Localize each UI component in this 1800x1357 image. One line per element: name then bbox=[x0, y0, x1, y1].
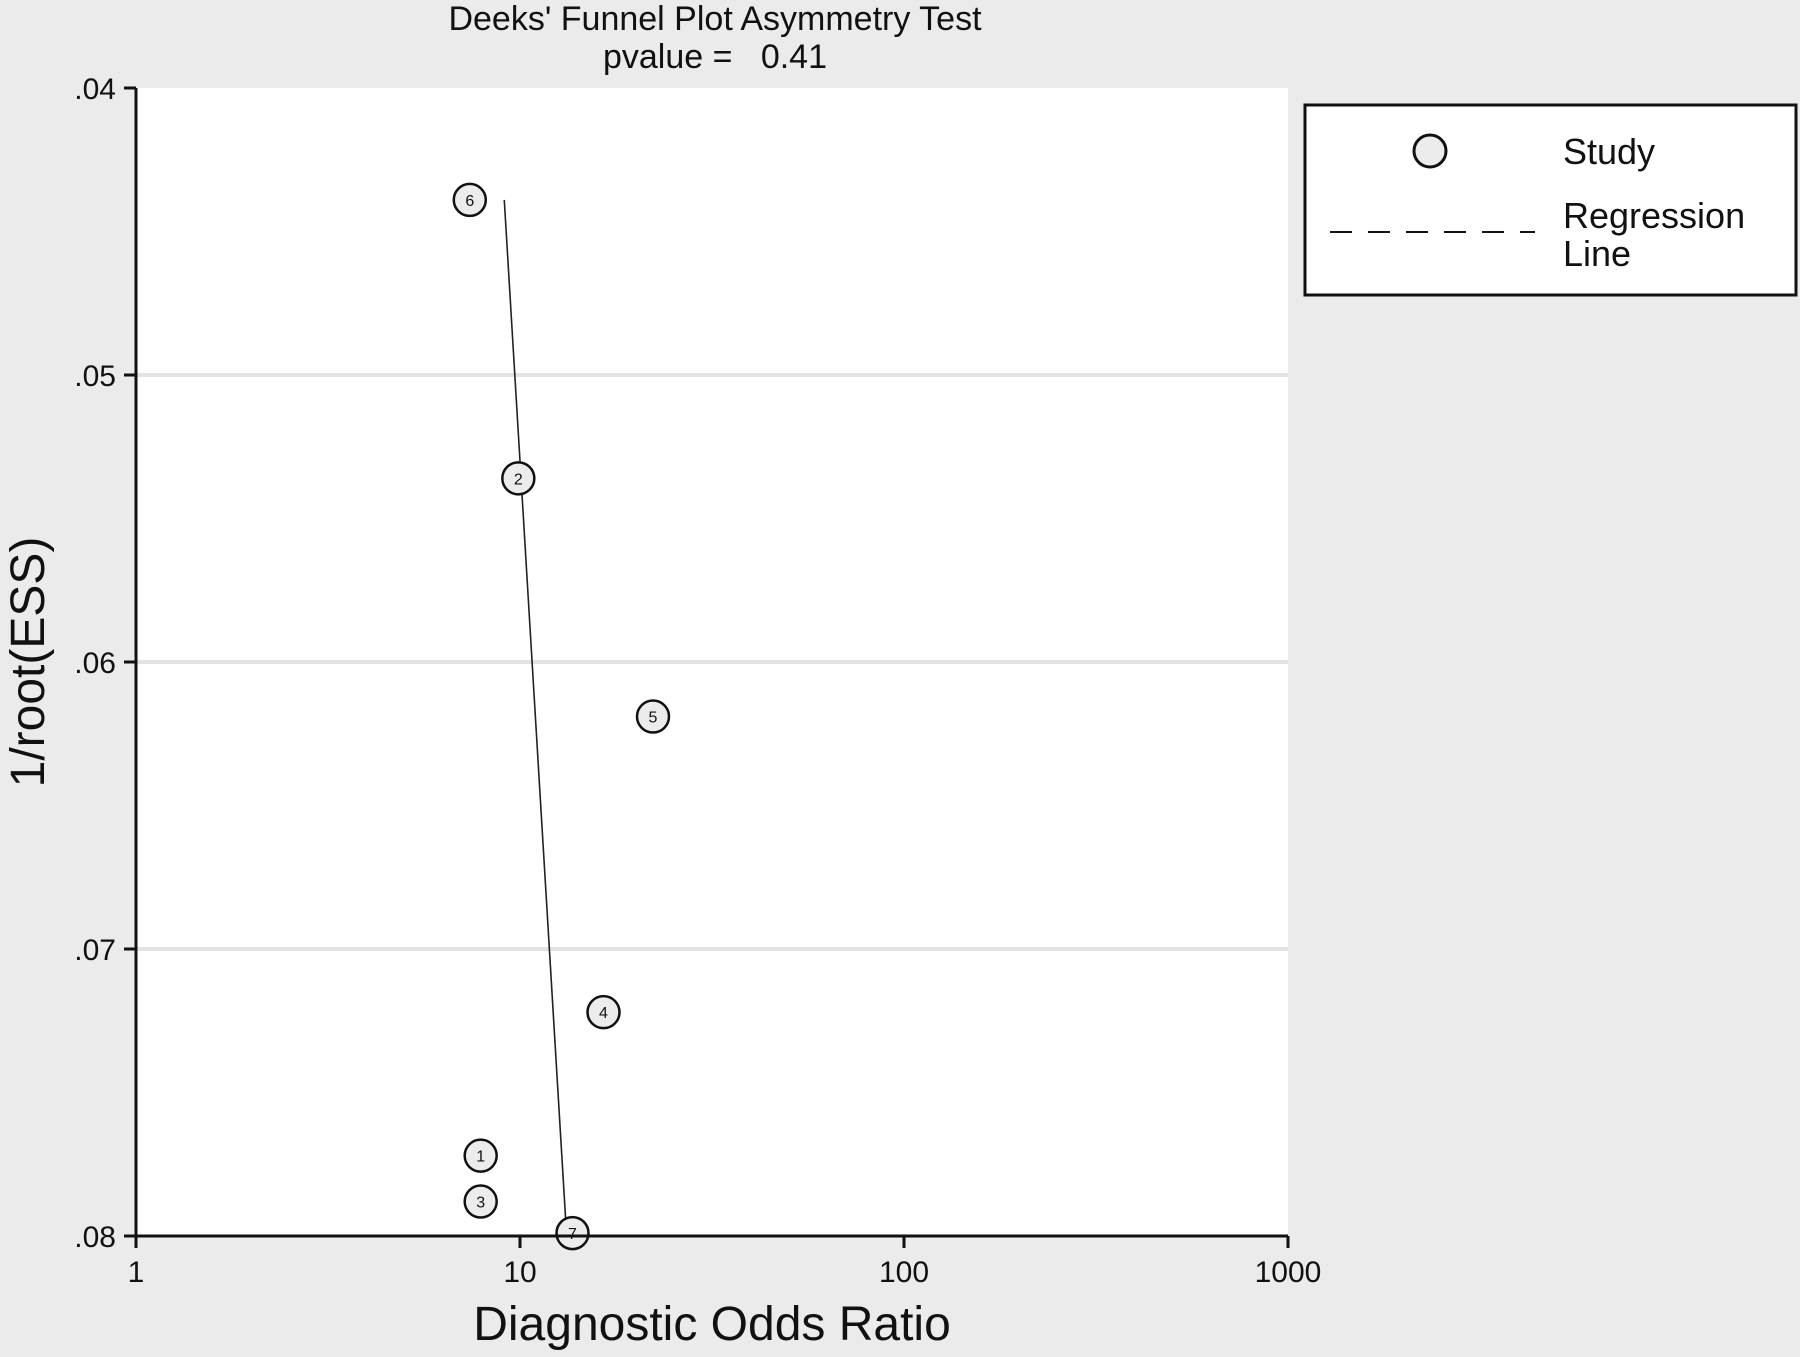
study-marker bbox=[586, 994, 621, 1030]
study-point-label: 6 bbox=[465, 193, 474, 210]
x-tick-label: 1000 bbox=[1255, 1256, 1322, 1289]
study-point-3: 3 bbox=[463, 1184, 498, 1219]
study-point-label: 5 bbox=[649, 710, 658, 727]
x-tick-label: 1 bbox=[128, 1256, 145, 1289]
x-tick-label: 10 bbox=[503, 1256, 536, 1289]
y-tick-label: .08 bbox=[74, 1221, 116, 1254]
study-point-4: 4 bbox=[586, 994, 621, 1030]
study-point-7: 7 bbox=[555, 1215, 590, 1251]
x-tick-label: 100 bbox=[879, 1256, 929, 1289]
legend-box bbox=[1303, 103, 1798, 297]
study-point-label: 1 bbox=[476, 1149, 485, 1166]
chart-subtitle: pvalue = 0.41 bbox=[603, 38, 827, 76]
gridlines bbox=[136, 373, 1288, 951]
y-tick-label: .04 bbox=[74, 73, 116, 106]
x-axis-label: Diagnostic Odds Ratio bbox=[473, 1298, 951, 1351]
study-point-1: 1 bbox=[463, 1138, 498, 1173]
x-axis-ticks: 1 10 100 1000 bbox=[128, 1236, 1322, 1289]
study-points: 1 2 3 4 5 6 7 bbox=[452, 182, 671, 1251]
study-point-label: 3 bbox=[476, 1195, 485, 1212]
legend: Study Regression Line bbox=[1303, 103, 1798, 297]
y-axis-ticks: .04 .05 .06 .07 .08 bbox=[74, 73, 136, 1254]
study-point-2: 2 bbox=[501, 461, 536, 496]
y-axis-label: 1/root(ESS) bbox=[2, 537, 55, 788]
study-point-label: 2 bbox=[514, 471, 523, 488]
study-point-5: 5 bbox=[635, 699, 671, 734]
study-marker bbox=[463, 1184, 498, 1219]
legend-regression-label-line2: Line bbox=[1563, 233, 1631, 274]
y-tick-label: .07 bbox=[74, 934, 116, 967]
study-marker bbox=[463, 1138, 498, 1173]
study-point-label: 4 bbox=[599, 1005, 608, 1022]
y-tick-label: .05 bbox=[74, 360, 116, 393]
regression-line-group bbox=[503, 199, 568, 1231]
study-marker bbox=[452, 182, 488, 218]
chart-title: Deeks' Funnel Plot Asymmetry Test bbox=[448, 0, 982, 38]
legend-study-label: Study bbox=[1563, 131, 1655, 172]
y-tick-label: .06 bbox=[74, 647, 116, 680]
legend-regression-label: Regression bbox=[1563, 195, 1745, 236]
study-point-6: 6 bbox=[452, 182, 488, 218]
regression-line bbox=[503, 199, 568, 1231]
legend-study-marker bbox=[1412, 133, 1448, 169]
study-marker bbox=[555, 1215, 590, 1251]
study-marker bbox=[501, 461, 536, 496]
study-marker bbox=[635, 699, 671, 734]
